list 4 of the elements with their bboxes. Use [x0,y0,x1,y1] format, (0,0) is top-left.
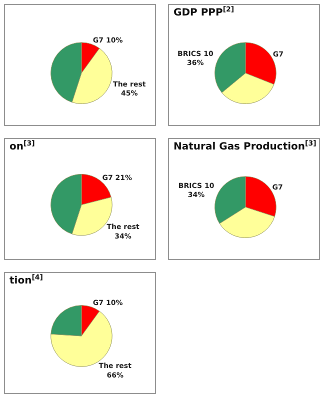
chart-title: GDP PPP$^{[2]}$ [174,5,234,19]
chart-title: Natural Gas Production$^{[3]}$ [174,139,316,153]
chart-title: tion$^{[4]}$ [10,273,43,287]
chart-title: on$^{[3]}$ [10,139,35,153]
